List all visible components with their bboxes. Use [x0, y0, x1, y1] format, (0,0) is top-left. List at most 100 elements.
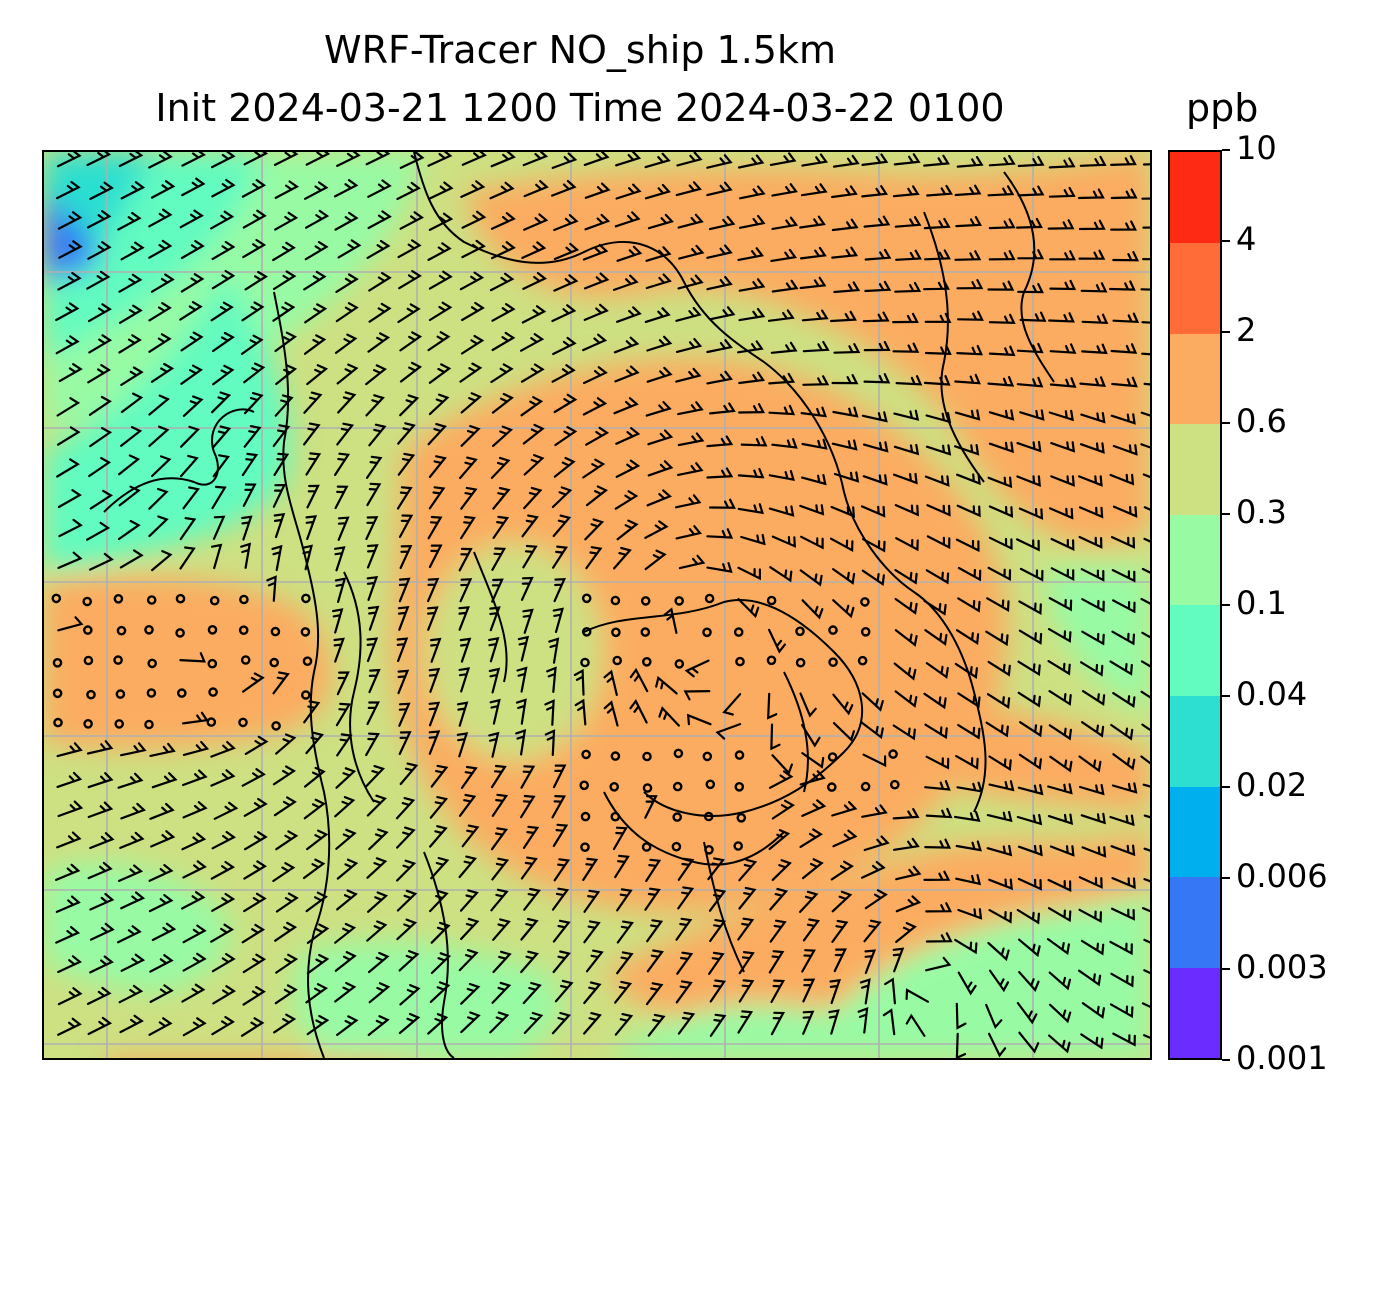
wind-barb: [148, 1017, 173, 1036]
wind-barb: [334, 211, 359, 231]
wind-barb: [1080, 939, 1105, 956]
wind-barb: [861, 692, 884, 712]
wind-barb: [955, 538, 980, 553]
wind-barb: [396, 181, 421, 201]
wind-barb: [644, 183, 671, 200]
wind-barb: [398, 577, 411, 603]
wind-barb: [367, 891, 389, 913]
wind-barb: [553, 242, 580, 261]
wind-barb: [244, 735, 269, 755]
wind-barb: [894, 216, 922, 228]
wind-barb: [148, 302, 172, 322]
calm-wind-marker: [114, 719, 124, 729]
wind-barb: [1078, 506, 1104, 519]
wind-barb: [523, 180, 549, 198]
wind-barb: [737, 917, 755, 941]
wind-barb: [332, 608, 344, 634]
wind-barb: [862, 474, 888, 486]
wind-barb: [1078, 219, 1106, 231]
wind-barb: [706, 154, 733, 169]
calm-wind-marker: [206, 717, 217, 727]
wind-barb: [551, 887, 570, 911]
wind-barb: [302, 858, 326, 880]
wind-barb: [552, 514, 572, 538]
wind-barb: [1111, 877, 1136, 890]
wind-barb: [428, 667, 441, 693]
wind-barb: [985, 721, 1009, 738]
wind-barb: [118, 485, 141, 507]
wind-barb: [395, 797, 416, 820]
wind-barb: [522, 981, 542, 1005]
wind-barb: [241, 923, 266, 944]
wind-barb: [89, 489, 113, 510]
wind-barb: [658, 706, 680, 727]
wind-barb: [1141, 631, 1150, 639]
wind-barb: [882, 1008, 896, 1036]
wind-barb: [1016, 342, 1044, 354]
wind-barb: [551, 364, 576, 383]
wind-barb: [832, 599, 855, 619]
wind-barb: [334, 333, 358, 354]
wind-barb: [1111, 630, 1135, 646]
wind-barb: [771, 279, 799, 293]
wind-barb: [89, 552, 114, 571]
wind-barb: [120, 426, 143, 447]
wind-barb: [833, 948, 847, 973]
calm-wind-marker: [704, 845, 714, 855]
wind-barb: [120, 742, 147, 757]
wind-barb: [800, 535, 824, 550]
wind-barb: [678, 554, 706, 570]
wind-barb: [1046, 938, 1070, 956]
wind-barb: [210, 923, 235, 943]
calm-wind-marker: [83, 655, 94, 666]
wind-barb: [646, 919, 664, 943]
wind-barb: [117, 211, 142, 231]
wind-barb: [212, 425, 232, 448]
wind-barb: [333, 179, 359, 198]
wind-barb: [1047, 219, 1075, 230]
wind-barb: [492, 950, 512, 974]
wind-barb: [582, 458, 606, 479]
wind-barb: [520, 917, 539, 941]
wind-barb: [397, 239, 422, 259]
wind-barb: [182, 395, 204, 417]
wind-barb: [89, 892, 115, 911]
calm-wind-marker: [52, 657, 63, 668]
wind-barb: [832, 693, 854, 716]
wind-barb: [860, 721, 884, 740]
wind-barb: [1080, 568, 1105, 582]
wind-barb: [802, 375, 830, 386]
wind-barb: [831, 890, 853, 913]
wind-barb: [1110, 972, 1134, 988]
wind-barb: [117, 925, 142, 944]
wind-barb: [767, 692, 778, 720]
wind-barb: [1110, 343, 1138, 354]
wind-barb: [490, 363, 514, 384]
wind-barb: [925, 902, 953, 913]
wind-barb: [366, 920, 388, 942]
wind-barb: [583, 272, 610, 290]
wind-barb: [924, 475, 950, 487]
wind-barb: [583, 920, 601, 944]
wind-barb: [926, 184, 953, 197]
wind-barb: [365, 516, 379, 541]
field-region-high-ring: [392, 358, 1008, 913]
wind-barb: [242, 209, 267, 229]
wind-barb: [799, 890, 819, 913]
wind-barb: [460, 486, 478, 510]
wind-barb: [427, 152, 453, 167]
wind-barb: [210, 210, 235, 230]
wind-barb: [862, 538, 886, 553]
colorbar-tick-label: 10: [1236, 129, 1277, 167]
wind-barb: [336, 422, 355, 446]
wind-barb: [1109, 473, 1135, 486]
wind-barb: [740, 436, 768, 447]
wind-barb: [663, 607, 678, 634]
wind-barb: [957, 971, 977, 996]
wind-barb: [179, 546, 196, 570]
wind-barb: [1110, 723, 1134, 741]
wind-barb: [584, 182, 611, 199]
wind-barb: [273, 152, 299, 166]
wind-barb: [118, 273, 143, 293]
colorbar-tick-label: 0.1: [1236, 584, 1287, 622]
